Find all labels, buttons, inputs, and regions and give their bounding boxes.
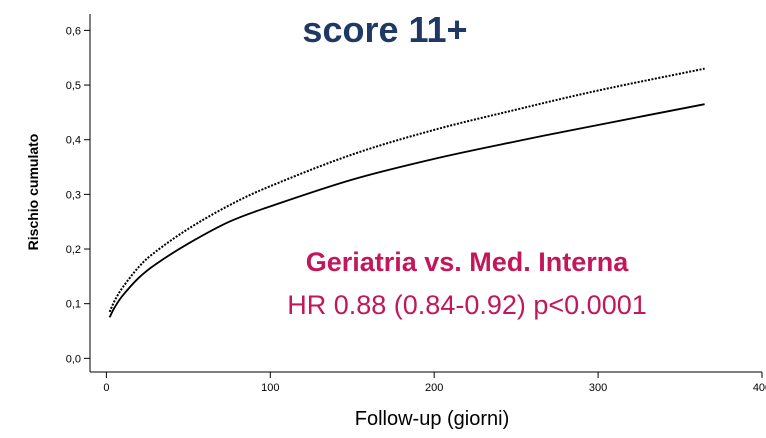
x-axis-label: Follow-up (giorni) xyxy=(355,408,510,430)
y-tick-label: 0,2 xyxy=(66,244,81,256)
y-tick-label: 0,6 xyxy=(66,25,81,37)
y-ticks: 0,0 0,1 0,2 0,3 0,4 0,5 0,6 xyxy=(66,25,90,365)
x-tick-label: 200 xyxy=(425,382,443,394)
y-tick-label: 0,4 xyxy=(66,135,81,147)
x-tick-label: 300 xyxy=(589,382,607,394)
series-line-2 xyxy=(108,103,705,318)
series-group xyxy=(108,67,705,318)
series-line-1 xyxy=(108,67,705,313)
y-axis-label: Rischio cumulato xyxy=(25,134,41,251)
y-tick-label: 0,1 xyxy=(66,299,81,311)
annotation-hazard-ratio: HR 0.88 (0.84-0.92) p<0.0001 xyxy=(287,290,647,320)
x-tick-label: 400 xyxy=(753,382,766,394)
y-tick-label: 0,3 xyxy=(66,189,81,201)
x-ticks: 0 100 200 300 400 xyxy=(103,372,766,394)
y-tick-label: 0,5 xyxy=(66,80,81,92)
x-tick-label: 0 xyxy=(103,382,109,394)
y-tick-label: 0,0 xyxy=(66,353,81,365)
x-tick-label: 100 xyxy=(261,382,279,394)
chart-title: score 11+ xyxy=(302,9,467,50)
annotation-comparison: Geriatria vs. Med. Interna xyxy=(306,247,630,277)
